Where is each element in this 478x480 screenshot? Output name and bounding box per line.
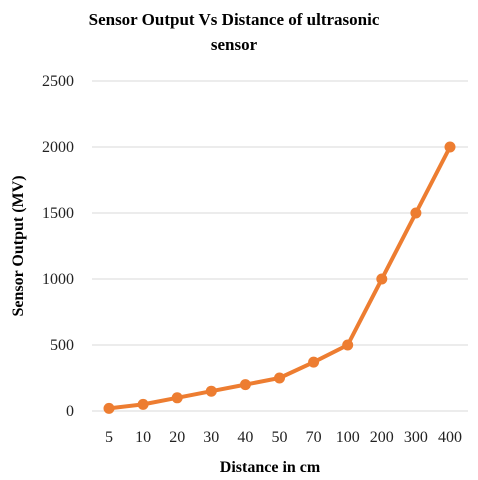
data-point-40 [239, 379, 251, 391]
x-tick-label-5: 5 [105, 429, 113, 446]
data-point-30 [205, 385, 217, 397]
x-tick-label-300: 300 [404, 429, 428, 446]
x-tick-label-200: 200 [370, 429, 394, 446]
data-point-50 [274, 372, 285, 384]
data-point-70 [308, 356, 320, 368]
data-point-400 [444, 141, 456, 153]
x-tick-label-10: 10 [135, 429, 151, 446]
y-tick-label-1500: 1500 [42, 205, 74, 222]
x-tick-label-40: 40 [237, 429, 253, 446]
y-tick-labels: 0 500 1000 1500 2000 2500 [42, 73, 74, 420]
y-tick-label-2500: 2500 [42, 73, 74, 90]
data-point-5 [103, 402, 115, 414]
series-layer [103, 141, 456, 414]
x-tick-label-70: 70 [306, 429, 322, 446]
x-tick-label-50: 50 [272, 429, 288, 446]
chart-title-line-1: Sensor Output Vs Distance of ultrasonic [89, 10, 380, 29]
data-point-200 [376, 273, 388, 285]
x-tick-label-20: 20 [169, 429, 185, 446]
y-tick-label-0: 0 [66, 403, 74, 420]
y-tick-label-500: 500 [50, 337, 74, 354]
x-tick-labels: 5 10 20 30 40 50 70 100 200 300 400 [105, 429, 462, 446]
y-tick-label-2000: 2000 [42, 139, 74, 156]
data-point-100 [342, 339, 354, 351]
x-axis-label: Distance in cm [220, 459, 321, 476]
data-point-300 [410, 207, 422, 219]
y-tick-label-1000: 1000 [42, 271, 74, 288]
series-line-0 [107, 145, 452, 411]
chart-title-line-2: sensor [211, 35, 258, 54]
gridlines [92, 80, 468, 412]
x-tick-label-400: 400 [438, 429, 462, 446]
data-point-10 [137, 398, 149, 410]
x-tick-label-100: 100 [336, 429, 360, 446]
x-tick-label-30: 30 [203, 429, 219, 446]
y-axis-label: Sensor Output (MV) [10, 175, 27, 316]
data-point-20 [171, 392, 183, 404]
